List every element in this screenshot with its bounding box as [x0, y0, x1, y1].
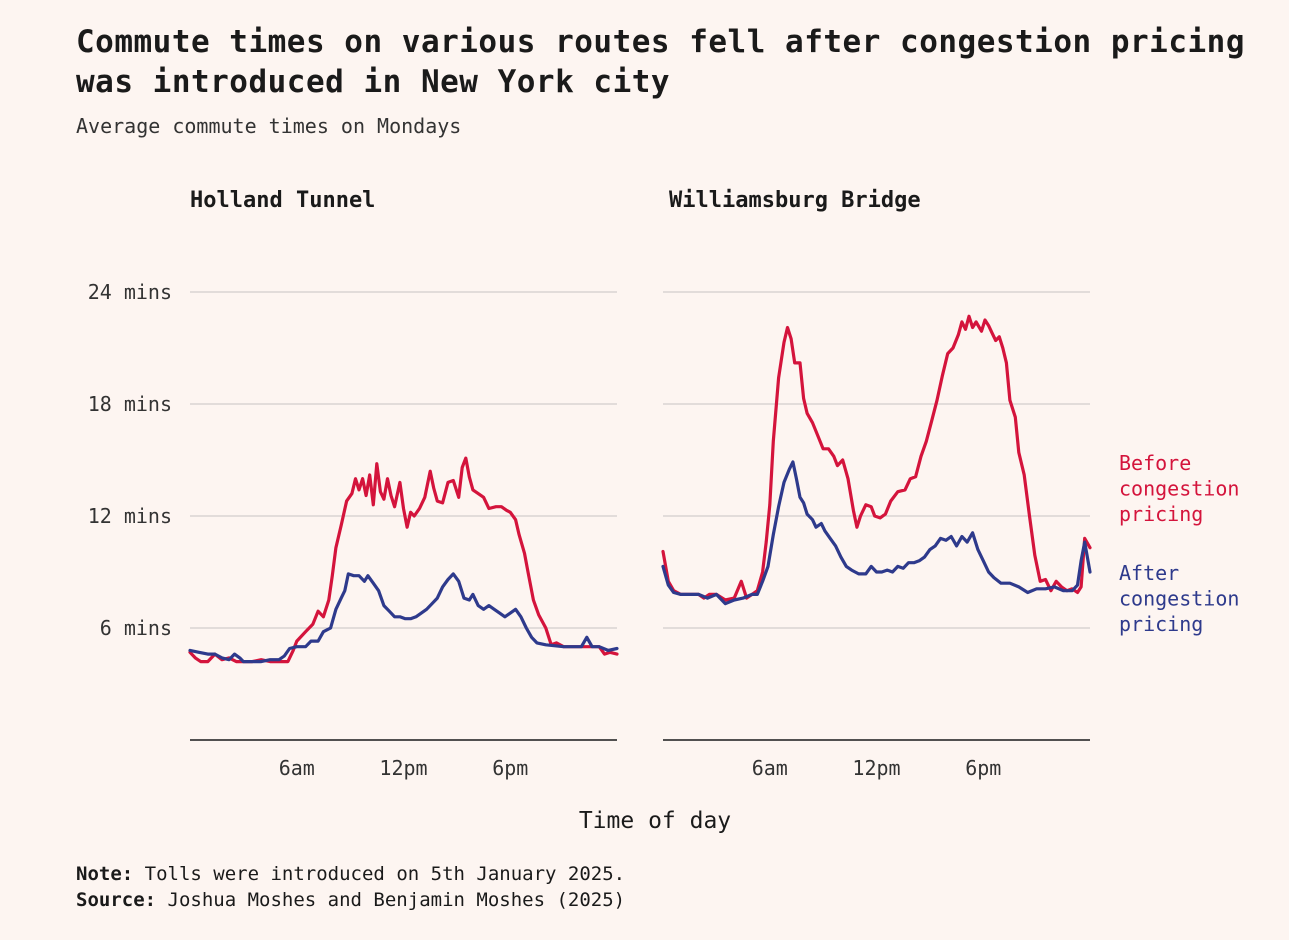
y-tick-label: 6 mins	[100, 616, 172, 640]
source-text: Joshua Moshes and Benjamin Moshes (2025)	[167, 889, 626, 911]
note-text: Tolls were introduced on 5th January 202…	[144, 863, 626, 885]
x-tick-label: 12pm	[379, 756, 427, 780]
legend-after-label: pricing	[1119, 612, 1203, 636]
legend-before-label: Before	[1119, 451, 1191, 475]
y-tick-label: 24 mins	[88, 280, 172, 304]
series-line-after	[661, 460, 1092, 606]
y-tick-label: 18 mins	[88, 392, 172, 416]
x-tick-label: 6am	[279, 756, 315, 780]
panel-title-holland-tunnel: Holland Tunnel	[190, 188, 376, 213]
x-tick-label: 12pm	[852, 756, 900, 780]
source-label: Source:	[76, 889, 157, 911]
chart-title: Commute times on various routes fell aft…	[76, 24, 1245, 100]
note-label: Note:	[76, 863, 134, 885]
series-line-before	[188, 456, 619, 664]
y-tick-label: 12 mins	[88, 504, 172, 528]
legend-after-label: congestion	[1119, 587, 1239, 611]
x-tick-label: 6pm	[965, 756, 1001, 780]
legend-after-label: After	[1119, 561, 1179, 585]
x-tick-label: 6pm	[492, 756, 528, 780]
x-axis-title: Time of day	[579, 808, 731, 834]
panel-title-williamsburg-bridge: Williamsburg Bridge	[669, 188, 921, 213]
series-line-after	[188, 572, 619, 664]
note: Note: Tolls were introduced on 5th Janua…	[76, 863, 625, 885]
chart-subtitle: Average commute times on Mondays	[76, 114, 462, 138]
x-tick-label: 6am	[752, 756, 788, 780]
source: Source: Joshua Moshes and Benjamin Moshe…	[76, 889, 625, 911]
legend-before-label: pricing	[1119, 502, 1203, 526]
series-line-before	[661, 314, 1092, 602]
legend-before-label: congestion	[1119, 477, 1239, 501]
